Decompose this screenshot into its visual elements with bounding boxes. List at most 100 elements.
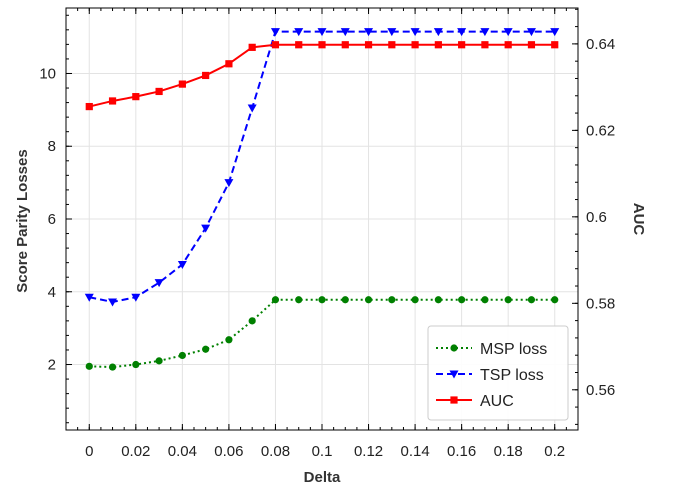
x-tick-label: 0.08 [261, 443, 290, 460]
data-point-msp-loss [341, 296, 349, 304]
data-point-tsp-loss [84, 293, 94, 302]
data-point-msp-loss [318, 296, 326, 304]
data-point-tsp-loss [526, 28, 536, 37]
data-point-auc [318, 41, 326, 49]
x-tick-label: 0 [85, 443, 93, 460]
data-point-auc [295, 41, 303, 49]
y-axis-label: Score Parity Losses [14, 149, 31, 292]
data-point-msp-loss [458, 296, 466, 304]
data-point-msp-loss [155, 357, 163, 365]
data-point-tsp-loss [154, 279, 164, 288]
y-tick-label: 8 [48, 138, 56, 155]
data-point-tsp-loss [201, 224, 211, 233]
data-point-auc [504, 41, 512, 49]
data-point-auc [108, 97, 117, 105]
data-point-msp-loss [295, 296, 303, 304]
data-point-auc [85, 102, 93, 111]
data-point-auc [271, 41, 280, 49]
data-point-auc [155, 87, 163, 96]
data-point-tsp-loss [270, 28, 280, 37]
legend-label: AUC [480, 393, 514, 410]
data-point-tsp-loss [317, 28, 327, 37]
legend-box [427, 325, 569, 421]
data-point-auc [225, 60, 233, 68]
data-point-msp-loss [434, 296, 442, 304]
data-point-msp-loss [132, 360, 140, 369]
data-point-auc [527, 41, 536, 49]
x-tick-label: 0.14 [400, 443, 429, 460]
y2-tick-label: 0.56 [586, 382, 615, 399]
data-point-tsp-loss [294, 28, 304, 37]
legend-label: MSP loss [480, 341, 547, 358]
data-point-auc [341, 41, 349, 49]
data-point-msp-loss [225, 336, 233, 344]
data-point-tsp-loss [364, 28, 374, 37]
data-point-msp-loss [248, 317, 256, 325]
axes-layer: 0 0.02 0.04 0.06 0.08 0.1 0.12 0.14 0.16 0.18 0.2 2… [39, 7, 615, 460]
series-layer [84, 28, 560, 371]
y-tick-label: 6 [48, 211, 56, 228]
x-tick-label: 0.1 [312, 443, 333, 460]
grid-layer [66, 8, 578, 430]
data-point-tsp-loss [480, 28, 490, 37]
data-point-msp-loss [411, 296, 419, 304]
data-point-tsp-loss [131, 293, 141, 302]
data-point-msp-loss [271, 296, 280, 304]
y2-tick-label: 0.6 [586, 209, 607, 226]
y2-tick-label: 0.64 [586, 36, 615, 53]
data-point-auc [481, 41, 489, 49]
data-point-tsp-loss [387, 28, 397, 37]
x-tick-label: 0.12 [354, 443, 383, 460]
data-point-tsp-loss [247, 104, 257, 113]
data-point-tsp-loss [177, 260, 187, 269]
legend-marker [449, 370, 459, 379]
data-point-auc [551, 41, 559, 49]
data-point-msp-loss [481, 296, 489, 304]
x-tick-label: 0.02 [121, 443, 150, 460]
data-point-auc [364, 41, 373, 49]
x-tick-label: 0.04 [168, 443, 197, 460]
data-point-msp-loss [202, 345, 210, 353]
x-tick-label: 0.18 [494, 443, 523, 460]
x-tick-label: 0.2 [544, 443, 565, 460]
data-point-auc [458, 41, 466, 49]
data-point-auc [132, 93, 140, 101]
data-point-msp-loss [85, 362, 93, 370]
legend-marker [450, 396, 458, 404]
y-tick-label: 4 [48, 284, 56, 301]
data-point-msp-loss [364, 296, 373, 304]
data-point-msp-loss [504, 296, 512, 304]
data-point-auc [434, 41, 442, 49]
data-point-msp-loss [551, 296, 559, 304]
data-point-msp-loss [108, 363, 117, 371]
data-point-auc [388, 41, 396, 49]
y2-tick-label: 0.58 [586, 295, 615, 312]
x-tick-label: 0.16 [447, 443, 476, 460]
data-point-tsp-loss [457, 28, 467, 37]
y2-axis-label: AUC [630, 203, 647, 236]
y-tick-label: 2 [48, 357, 56, 374]
data-point-tsp-loss [433, 28, 443, 37]
legend: MSP loss TSP loss AUC [427, 325, 569, 421]
data-point-tsp-loss [340, 28, 350, 37]
data-point-msp-loss [388, 296, 396, 304]
legend-marker [450, 344, 458, 352]
data-point-tsp-loss [410, 28, 420, 37]
y-tick-label: 10 [39, 65, 56, 82]
data-point-auc [248, 43, 256, 51]
legend-label: TSP loss [480, 367, 544, 384]
data-point-msp-loss [178, 351, 186, 360]
data-point-auc [178, 80, 186, 88]
data-point-msp-loss [527, 296, 536, 304]
data-point-tsp-loss [550, 28, 560, 37]
data-point-tsp-loss [224, 179, 234, 188]
data-point-tsp-loss [108, 298, 118, 307]
data-point-auc [202, 71, 210, 80]
data-point-auc [411, 41, 419, 49]
x-tick-label: 0.06 [214, 443, 243, 460]
data-point-tsp-loss [503, 28, 513, 37]
x-axis-label: Delta [304, 469, 341, 486]
y2-tick-label: 0.62 [586, 122, 615, 139]
